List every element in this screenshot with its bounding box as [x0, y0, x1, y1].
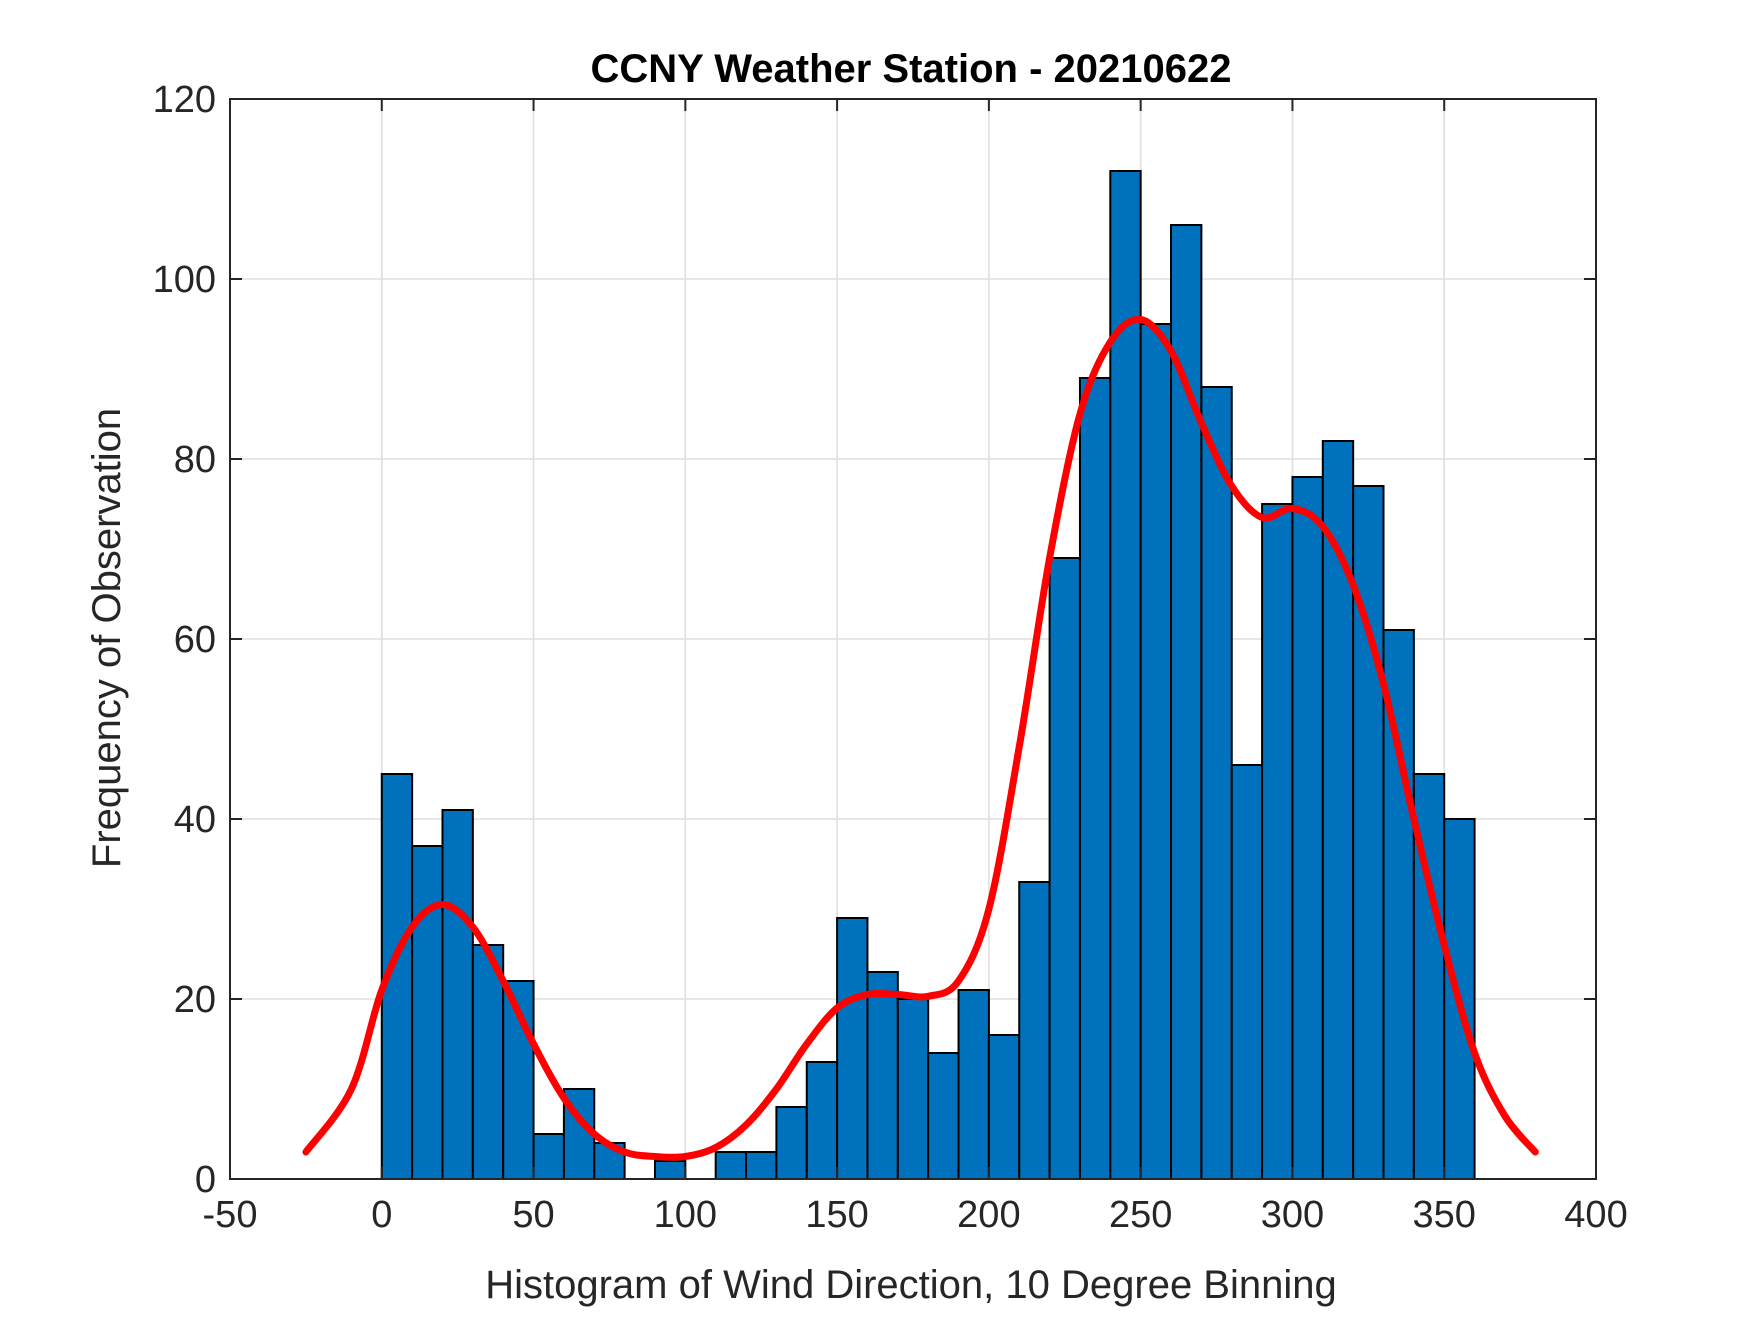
density-curve-line	[302, 315, 1539, 1161]
x-tick-label: 100	[654, 1194, 717, 1236]
histogram-bar	[653, 1160, 687, 1180]
x-tick-label: 150	[805, 1194, 868, 1236]
x-tick-label: 200	[957, 1194, 1020, 1236]
x-tick-label: 350	[1413, 1194, 1476, 1236]
histogram-bar	[532, 1133, 565, 1180]
histogram-bar	[441, 809, 474, 1180]
histogram-bar	[1261, 503, 1294, 1180]
histogram-bar	[775, 1106, 808, 1180]
histogram-bar	[805, 1061, 839, 1180]
histogram-bar	[411, 845, 444, 1180]
x-tick-label: 250	[1109, 1194, 1172, 1236]
x-tick-label: 400	[1564, 1194, 1627, 1236]
x-tick-label: -50	[203, 1194, 258, 1236]
axes	[229, 98, 1597, 1180]
histogram-bar	[927, 1052, 960, 1180]
histogram-bar	[866, 971, 899, 1180]
histogram-bar	[1078, 377, 1112, 1180]
y-tick-label: 40	[174, 799, 216, 841]
histogram-bar	[1291, 476, 1324, 1180]
x-axis-label: Histogram of Wind Direction, 10 Degree B…	[485, 1263, 1337, 1307]
histogram-bar	[502, 980, 535, 1180]
y-tick-label: 120	[153, 79, 216, 121]
x-tick-label: 0	[371, 1194, 392, 1236]
y-tick-label: 80	[174, 439, 216, 481]
histogram-bar	[714, 1151, 748, 1180]
histogram-bar	[957, 989, 990, 1180]
histogram-bar	[1018, 881, 1051, 1180]
chart-title: CCNY Weather Station - 20210622	[591, 47, 1232, 91]
histogram-bar	[836, 917, 869, 1180]
histogram-bar	[1048, 557, 1081, 1180]
histogram-bar	[896, 998, 930, 1180]
tick-labels: -50 0 50 100 150 200 250 300 350 4000204060801001…	[153, 79, 1628, 1236]
y-tick-label: 60	[174, 619, 216, 661]
histogram-bar	[1139, 323, 1173, 1180]
x-tick-label: 50	[512, 1194, 554, 1236]
y-tick-label: 0	[195, 1159, 216, 1201]
histogram-bar	[1200, 386, 1233, 1180]
density-curve	[302, 315, 1539, 1161]
y-tick-label: 100	[153, 259, 216, 301]
x-tick-label: 300	[1261, 1194, 1324, 1236]
histogram-bar	[1230, 764, 1264, 1180]
histogram-bar	[987, 1034, 1021, 1180]
y-tick-label: 20	[174, 979, 216, 1021]
histogram-bar	[745, 1151, 778, 1180]
histogram-bar	[471, 944, 505, 1180]
y-axis-label: Frequency of Observation	[85, 408, 129, 868]
